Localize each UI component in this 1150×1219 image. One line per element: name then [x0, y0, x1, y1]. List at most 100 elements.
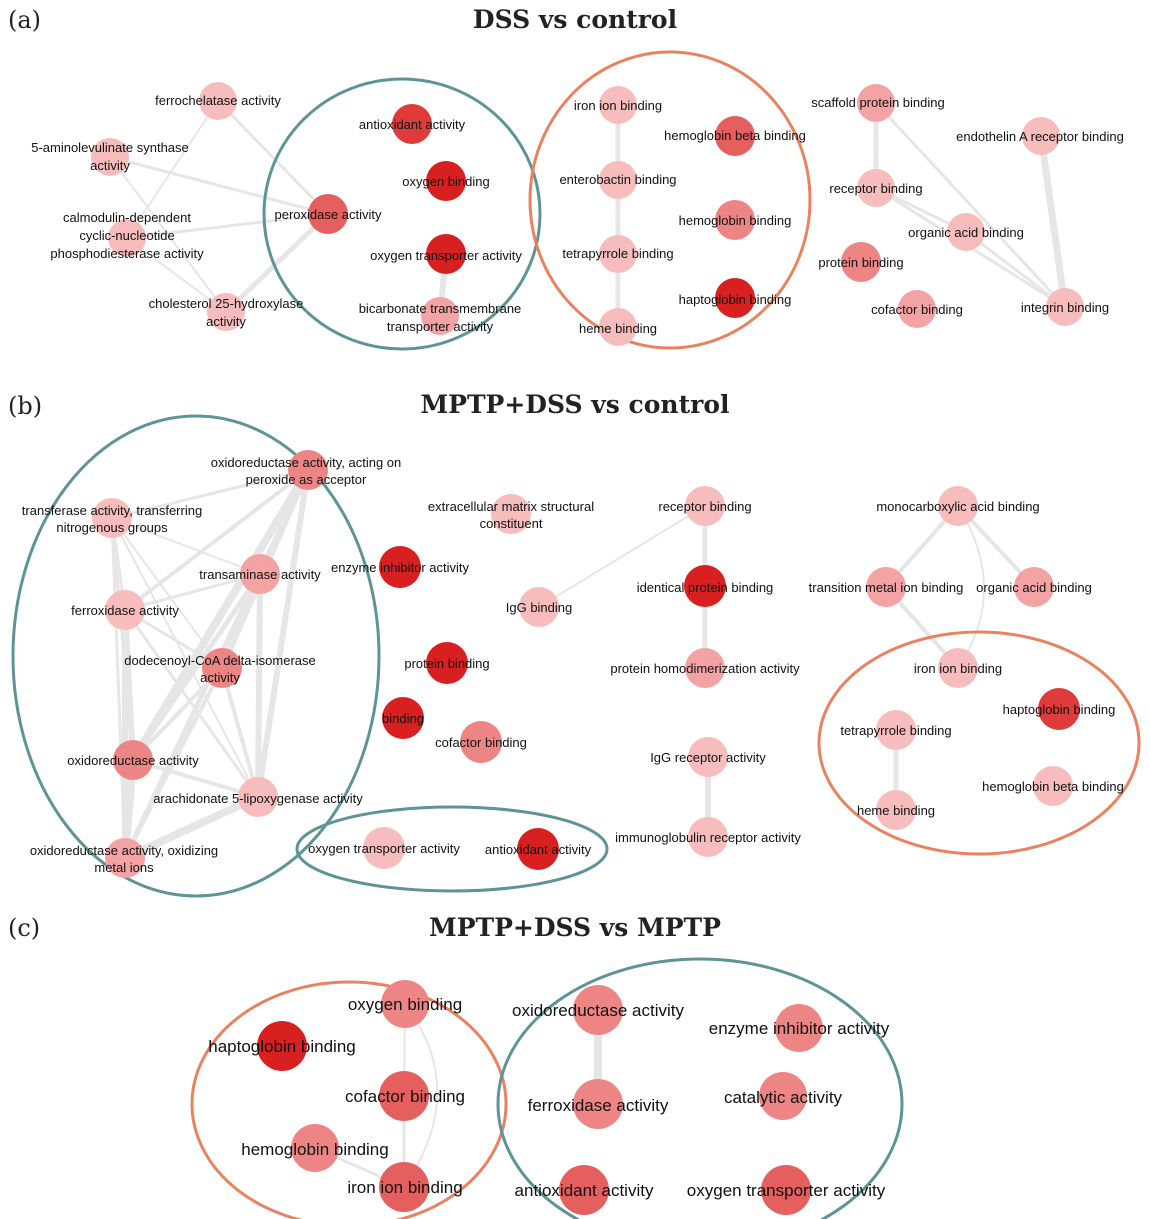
- panel-a: (a) DSS vs control: [8, 5, 1084, 351]
- node-endothelin-a-receptor-binding: [1022, 117, 1060, 155]
- node-dodecenoyl-coa-delta-isomerase: [202, 648, 242, 688]
- label-oxidoreductase-peroxide-acceptor: oxidoreductase activity, acting on peroxi…: [211, 455, 402, 487]
- edge-calmodulin-peroxidase: [125, 212, 330, 240]
- edge-b28: [121, 793, 262, 862]
- node-cofactor-binding: [379, 1071, 429, 1121]
- label-organic-acid-binding: organic acid binding: [976, 580, 1092, 595]
- label-cofactor-binding: cofactor binding: [345, 1087, 465, 1106]
- group-ellipse-teal-small: [295, 805, 609, 893]
- node-cofactor-binding: [898, 290, 936, 328]
- edge-scaffold-integrin: [874, 101, 1067, 309]
- node-iron-ion-binding: [938, 648, 978, 688]
- label-protein-homodimerization-activity: protein homodimerization activity: [610, 661, 800, 676]
- node-transition-metal-ion-binding: [866, 567, 906, 607]
- panel-c: (c) MPTP+DSS vs MPTP: [8, 913, 904, 1219]
- label-oxygen-transporter-activity: oxygen transporter activity: [308, 841, 460, 856]
- edge-calmodulin-cholesterol: [126, 237, 227, 313]
- label-monocarboxylic-acid-binding: monocarboxylic acid binding: [876, 499, 1039, 514]
- label-hemoglobin-beta-binding: hemoglobin beta binding: [664, 128, 806, 143]
- node-oxidoreductase-peroxide-acceptor: [288, 450, 328, 490]
- node-oxygen-transporter-activity: [363, 827, 405, 869]
- label-calmodulin-dependent-phosphodiesterase: calmodulin-dependent cyclic-nucleotide pho…: [50, 210, 204, 261]
- label-cofactor-binding: cofactor binding: [435, 735, 527, 750]
- edge-mono-iron: [957, 505, 985, 669]
- panel-b-groups: [11, 414, 1141, 898]
- node-organic-acid-binding: [1014, 567, 1054, 607]
- group-ellipse-teal: [262, 77, 542, 351]
- node-haptoglobin-binding: [257, 1021, 307, 1071]
- node-haptoglobin-binding: [715, 278, 755, 318]
- node-protein-binding: [426, 642, 468, 684]
- label-ferrochelatase-activity: ferrochelatase activity: [155, 93, 281, 108]
- node-oxygen-binding: [426, 161, 466, 201]
- node-haptoglobin-binding: [1038, 688, 1080, 730]
- node-igg-receptor-activity: [688, 737, 728, 777]
- node-oxidoreductase-activity: [573, 985, 623, 1035]
- label-scaffold-protein-binding: scaffold protein binding: [811, 95, 944, 110]
- node-protein-binding: [841, 242, 881, 282]
- edge-b25: [123, 666, 224, 860]
- node-extracellular-matrix-structural: [491, 494, 531, 534]
- node-igg-binding: [519, 587, 559, 627]
- label-oxygen-transporter-activity: oxygen transporter activity: [370, 248, 522, 263]
- edge-ferrochelatase-peroxidase: [216, 99, 330, 216]
- label-protein-binding: protein binding: [404, 656, 489, 671]
- label-tetrapyrrole-binding: tetrapyrrole binding: [562, 246, 673, 261]
- label-receptor-binding: receptor binding: [829, 181, 922, 196]
- label-extracellular-matrix-structural: extracellular matrix structural constitue…: [428, 499, 594, 531]
- edge-b12: [111, 517, 259, 798]
- panel-b: (b) MPTP+DSS vs control: [8, 390, 1141, 898]
- panel-b-label: (b): [8, 392, 42, 420]
- label-bicarbonate-transmembrane-transporter: bicarbonate transmembrane transporter act…: [359, 301, 522, 334]
- node-protein-homodimerization-activity: [685, 648, 725, 688]
- edge-b24: [220, 666, 260, 799]
- edge-ferrochelatase-calmodulin: [126, 100, 219, 239]
- edge-b21: [123, 608, 260, 799]
- group-ellipse-teal-large: [11, 414, 381, 898]
- label-transaminase-activity: transaminase activity: [199, 567, 321, 582]
- label-binding: binding: [382, 711, 424, 726]
- label-transition-metal-ion-binding: transition metal ion binding: [809, 580, 964, 595]
- panel-c-groups: [190, 957, 904, 1219]
- node-iron-ion-binding: [379, 1162, 429, 1212]
- label-oxygen-binding: oxygen binding: [348, 995, 462, 1014]
- label-hemoglobin-binding: hemoglobin binding: [679, 213, 792, 228]
- edge-b6: [255, 467, 311, 800]
- node-monocarboxylic-acid-binding: [938, 486, 978, 526]
- node-enzyme-inhibitor-activity: [775, 1004, 823, 1052]
- edge-receptor-igg: [538, 505, 706, 608]
- node-tetrapyrrole-binding: [599, 235, 637, 273]
- label-heme-binding: heme binding: [579, 321, 657, 336]
- node-immunoglobulin-receptor-activity: [688, 817, 728, 857]
- label-antioxidant-activity: antioxidant activity: [515, 1181, 654, 1200]
- node-hemoglobin-beta-binding: [1033, 766, 1073, 806]
- node-ferrochelatase-activity: [199, 82, 237, 120]
- node-iron-ion-binding: [599, 86, 637, 124]
- edge-b23: [131, 666, 224, 762]
- edge-b10: [111, 517, 223, 669]
- label-heme-binding: heme binding: [857, 803, 935, 818]
- node-ferroxidase-activity: [573, 1079, 623, 1129]
- node-receptor-binding: [685, 486, 725, 526]
- label-haptoglobin-binding: haptoglobin binding: [1003, 702, 1116, 717]
- node-transaminase-activity: [240, 554, 280, 594]
- node-cofactor-binding: [460, 721, 502, 763]
- panel-a-title: DSS vs control: [473, 5, 677, 34]
- edge-b26: [131, 758, 260, 799]
- label-integrin-binding: integrin binding: [1021, 300, 1109, 315]
- edge-b1: [110, 468, 310, 520]
- node-enterobactin-binding: [599, 161, 637, 199]
- edge-oxygen-iron: [403, 1003, 439, 1188]
- label-enzyme-inhibitor-activity: enzyme inhibitor activity: [709, 1019, 890, 1038]
- label-ferroxidase-activity: ferroxidase activity: [528, 1096, 669, 1115]
- node-arachidonate-5-lipoxygenase: [238, 777, 278, 817]
- label-transferase-activity-nitrogenous: transferase activity, transferring nitrog…: [22, 503, 202, 535]
- node-integrin-binding: [1046, 288, 1084, 326]
- label-catalytic-activity: catalytic activity: [724, 1088, 843, 1107]
- node-oxidoreductase-activity: [113, 740, 153, 780]
- group-ellipse-orange: [190, 980, 508, 1219]
- panel-a-groups: [262, 50, 812, 351]
- node-antioxidant-activity: [392, 104, 432, 144]
- node-ferroxidase-activity: [105, 590, 145, 630]
- label-igg-receptor-activity: IgG receptor activity: [650, 750, 766, 765]
